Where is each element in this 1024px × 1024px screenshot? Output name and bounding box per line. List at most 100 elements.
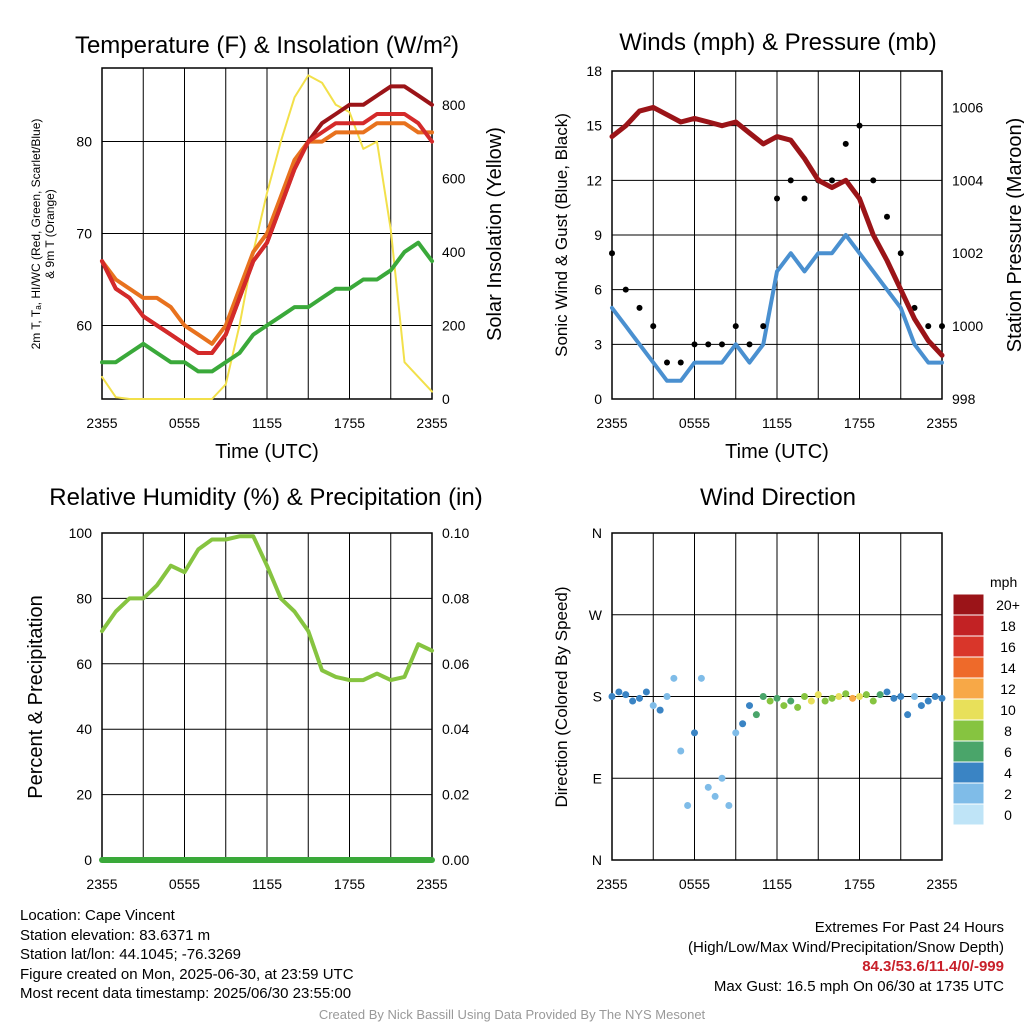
- direction-point: [629, 697, 637, 705]
- gust-point: [636, 304, 643, 311]
- humidity-panel: Relative Humidity (%) & Precipitation (i…: [25, 484, 483, 892]
- temperature-y2-label: Solar Insolation (Yellow): [484, 127, 506, 341]
- humidity-y-tick-label: 0.10: [442, 525, 469, 541]
- direction-point: [704, 783, 712, 791]
- direction-point: [862, 691, 870, 699]
- direction-point: [663, 693, 671, 700]
- colorbar-label: 20+: [996, 597, 1020, 613]
- winds-y-tick-label: 9: [594, 227, 602, 243]
- created-text: Figure created on Mon, 2025-06-30, at 23…: [20, 965, 354, 983]
- direction-point: [636, 694, 643, 702]
- gust-point: [856, 122, 863, 129]
- direction-point: [787, 697, 795, 705]
- humidity-y-tick-label: 0.00: [442, 852, 469, 868]
- winds-x-label: Time (UTC): [725, 441, 829, 463]
- humidity-y2-ticks: 0.00 0.02 0.04 0.06 0.08 0.10: [442, 525, 469, 868]
- gust-point: [801, 195, 808, 202]
- station-info: Location: Cape Vincent Station elevation…: [20, 906, 354, 1004]
- temperature-y-tick-label: 600: [442, 170, 466, 186]
- gust-point: [746, 341, 753, 348]
- direction-y-tick-label: N: [592, 852, 602, 868]
- extremes-values: 84.3/53.6/11.4/0/-999: [862, 958, 1004, 975]
- direction-x-tick-label: 2355: [596, 876, 627, 892]
- gust-point: [760, 323, 767, 330]
- colorbar-label: 16: [1000, 639, 1016, 655]
- direction-x-ticks: 2355 0555 1155 1755 2355: [596, 876, 957, 892]
- temperature-x-tick-label: 0555: [169, 415, 200, 431]
- direction-point: [821, 697, 829, 705]
- direction-point: [904, 711, 912, 719]
- relative-humidity-line: [100, 534, 434, 683]
- extremes-subtitle: (High/Low/Max Wind/Precipitation/Snow De…: [688, 938, 1004, 956]
- gust-point: [677, 359, 684, 366]
- direction-y-tick-label: N: [592, 525, 602, 541]
- temperature-9m-line: [100, 121, 434, 346]
- direction-point: [656, 706, 664, 714]
- colorbar-swatch: [952, 782, 985, 805]
- direction-point: [670, 674, 678, 682]
- colorbar-label: 8: [1004, 723, 1012, 739]
- winds-grid: [611, 70, 943, 400]
- dewpoint-line: [100, 240, 434, 374]
- extremes-info: Extremes For Past 24 Hours (High/Low/Max…: [688, 918, 1004, 996]
- temperature-y-tick-label: 80: [76, 134, 92, 150]
- gust-point: [911, 304, 918, 311]
- direction-point: [732, 729, 740, 737]
- temperature-x-tick-label: 2355: [86, 415, 117, 431]
- temperature-panel: Temperature (F) & Insolation (W/m²) 2355…: [29, 32, 506, 463]
- gust-point: [870, 177, 877, 184]
- colorbar-swatch: [952, 698, 985, 721]
- humidity-x-tick-label: 1755: [334, 876, 365, 892]
- colorbar-swatch: [952, 740, 985, 763]
- winds-title: Winds (mph) & Pressure (mb): [619, 29, 936, 56]
- winds-y-tick-label: 0: [594, 391, 602, 407]
- winds-y-tick-label: 15: [586, 118, 602, 134]
- direction-point: [691, 729, 698, 737]
- speed-colorbar: 20+ 18 16 14 12 10 8 6 4 2 0: [952, 593, 1020, 826]
- direction-y-tick-label: W: [589, 607, 603, 623]
- station-pressure-line: [609, 104, 945, 358]
- winds-y-ticks: 0 3 6 9 12 15 18: [586, 63, 602, 407]
- direction-point: [752, 711, 760, 719]
- humidity-y-tick-label: 80: [76, 590, 92, 606]
- winds-x-tick-label: 2355: [926, 415, 957, 431]
- temperature-y-label-2: & 9m T (Orange): [43, 189, 57, 279]
- direction-point: [780, 702, 788, 710]
- humidity-y-tick-label: 100: [69, 525, 93, 541]
- winds-y-tick-label: 6: [594, 282, 602, 298]
- temperature-2m-line: [100, 112, 434, 355]
- winds-y-tick-label: 3: [594, 336, 602, 352]
- colorbar-swatch: [952, 614, 985, 637]
- direction-point: [883, 688, 891, 696]
- direction-point: [807, 697, 815, 705]
- winds-series: [609, 104, 945, 383]
- colorbar-swatch: [952, 761, 985, 784]
- gust-point: [939, 323, 945, 330]
- humidity-y-ticks: 0 20 40 60 80 100: [69, 525, 93, 868]
- extremes-title: Extremes For Past 24 Hours: [814, 919, 1004, 936]
- humidity-y-tick-label: 20: [76, 787, 92, 803]
- humidity-y-label: Percent & Precipitation: [25, 595, 47, 798]
- elevation-text: Station elevation: 83.6371 m: [20, 926, 211, 944]
- direction-title: Wind Direction: [700, 484, 856, 511]
- direction-point: [725, 802, 733, 809]
- colorbar-label: 18: [1000, 618, 1016, 634]
- direction-point: [759, 693, 767, 700]
- winds-y2-ticks: 998 1000 1002 1004 1006: [952, 99, 983, 407]
- temperature-y-ticks: 60 70 80: [76, 134, 92, 334]
- gust-point: [609, 250, 615, 257]
- direction-series: [608, 674, 946, 809]
- winds-x-ticks: 2355 0555 1155 1755 2355: [596, 415, 957, 431]
- direction-point: [649, 702, 657, 710]
- direction-point: [917, 702, 925, 710]
- direction-point: [856, 693, 863, 700]
- direction-point: [746, 702, 753, 710]
- winds-y-tick-label: 1002: [952, 245, 983, 261]
- winds-y-tick-label: 12: [586, 172, 602, 188]
- gust-point: [691, 341, 698, 348]
- direction-panel: Wind Direction 2355 0555 1155 1755 2355 N E S W…: [552, 484, 1020, 892]
- direction-point: [766, 697, 774, 705]
- gust-point: [622, 286, 629, 293]
- gust-point: [650, 323, 657, 330]
- direction-point: [697, 674, 705, 682]
